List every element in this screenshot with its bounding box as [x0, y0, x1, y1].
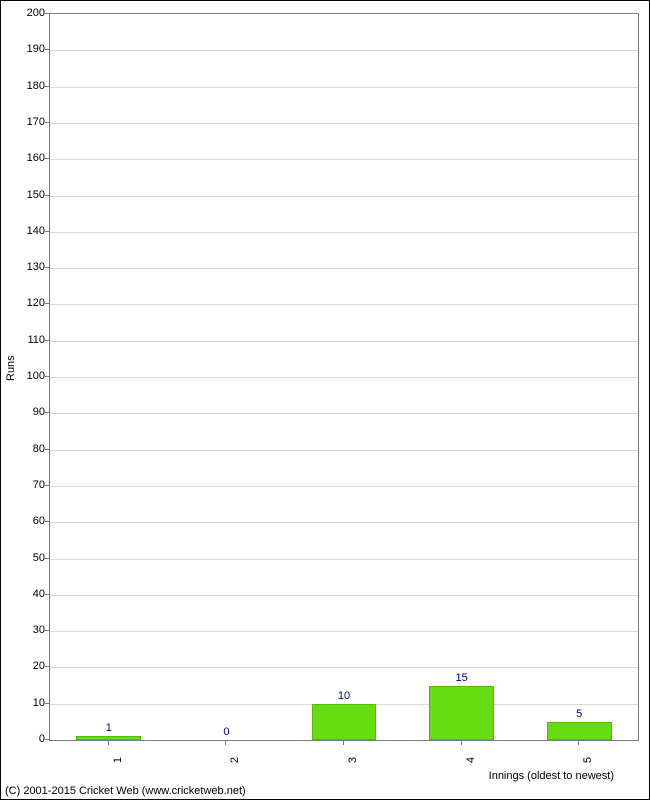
gridline: [50, 268, 638, 269]
y-tick: [45, 449, 49, 450]
gridline: [50, 232, 638, 233]
gridline: [50, 50, 638, 51]
y-tick: [45, 340, 49, 341]
y-tick-label: 150: [5, 189, 45, 201]
x-axis-label: Innings (oldest to newest): [489, 770, 614, 782]
y-tick: [45, 376, 49, 377]
y-tick: [45, 303, 49, 304]
y-tick: [45, 86, 49, 87]
gridline: [50, 159, 638, 160]
y-tick-label: 110: [5, 334, 45, 346]
y-tick-label: 40: [5, 588, 45, 600]
y-tick: [45, 521, 49, 522]
y-tick-label: 160: [5, 152, 45, 164]
bar: [547, 722, 612, 740]
y-tick: [45, 195, 49, 196]
x-tick: [108, 741, 109, 745]
bar-value-label: 0: [223, 726, 229, 738]
gridline: [50, 196, 638, 197]
bar: [312, 704, 377, 740]
gridline: [50, 450, 638, 451]
gridline: [50, 304, 638, 305]
x-tick-label: 4: [465, 757, 477, 763]
y-tick: [45, 558, 49, 559]
gridline: [50, 667, 638, 668]
y-tick: [45, 630, 49, 631]
y-tick-label: 170: [5, 116, 45, 128]
y-tick-label: 90: [5, 406, 45, 418]
gridline: [50, 413, 638, 414]
x-tick: [461, 741, 462, 745]
bar: [76, 736, 141, 740]
y-tick-label: 130: [5, 261, 45, 273]
bar: [429, 686, 494, 740]
y-tick-label: 140: [5, 225, 45, 237]
gridline: [50, 631, 638, 632]
y-tick-label: 180: [5, 80, 45, 92]
y-tick: [45, 703, 49, 704]
x-tick: [343, 741, 344, 745]
gridline: [50, 123, 638, 124]
x-tick: [578, 741, 579, 745]
y-tick: [45, 158, 49, 159]
gridline: [50, 522, 638, 523]
bar-value-label: 1: [106, 722, 112, 734]
y-tick: [45, 122, 49, 123]
y-tick: [45, 594, 49, 595]
gridline: [50, 341, 638, 342]
copyright-text: (C) 2001-2015 Cricket Web (www.cricketwe…: [5, 785, 246, 797]
y-tick-label: 0: [5, 733, 45, 745]
y-tick-label: 100: [5, 370, 45, 382]
y-tick-label: 60: [5, 515, 45, 527]
x-tick-label: 2: [229, 757, 241, 763]
y-tick-label: 120: [5, 297, 45, 309]
y-tick-label: 70: [5, 479, 45, 491]
y-tick: [45, 412, 49, 413]
chart-container: Runs 1010155 Innings (oldest to newest) …: [0, 0, 650, 800]
gridline: [50, 377, 638, 378]
x-tick-label: 1: [112, 757, 124, 763]
y-tick: [45, 485, 49, 486]
gridline: [50, 559, 638, 560]
y-tick-label: 30: [5, 624, 45, 636]
bar-value-label: 15: [455, 672, 467, 684]
y-tick: [45, 267, 49, 268]
y-tick: [45, 231, 49, 232]
y-tick-label: 80: [5, 443, 45, 455]
y-tick: [45, 49, 49, 50]
bar-value-label: 5: [576, 708, 582, 720]
gridline: [50, 87, 638, 88]
x-tick-label: 5: [582, 757, 594, 763]
y-tick: [45, 666, 49, 667]
y-tick-label: 10: [5, 697, 45, 709]
y-tick: [45, 739, 49, 740]
x-tick: [225, 741, 226, 745]
y-tick-label: 50: [5, 552, 45, 564]
y-tick-label: 20: [5, 660, 45, 672]
y-tick-label: 200: [5, 7, 45, 19]
gridline: [50, 595, 638, 596]
y-tick-label: 190: [5, 43, 45, 55]
plot-area: 1010155: [49, 13, 639, 741]
bar-value-label: 10: [338, 690, 350, 702]
x-tick-label: 3: [347, 757, 359, 763]
y-tick: [45, 13, 49, 14]
gridline: [50, 486, 638, 487]
